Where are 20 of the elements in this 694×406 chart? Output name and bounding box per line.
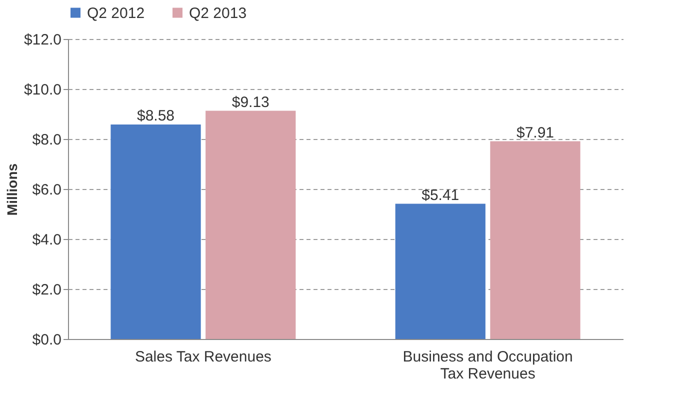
bar (110, 124, 201, 339)
data-label: $7.91 (516, 124, 554, 142)
data-label: $9.13 (232, 94, 270, 111)
legend-label: Q2 2012 (87, 4, 145, 22)
y-tick-label: $0.0 (32, 332, 62, 348)
y-tick-label: $8.0 (32, 132, 62, 148)
y-tick-label: $2.0 (32, 282, 62, 298)
y-axis-title: Millions (4, 163, 20, 216)
y-tick-label: $6.0 (32, 182, 62, 198)
legend-label: Q2 2013 (189, 4, 247, 22)
x-tick-label: Business and Occupation Tax Revenues (402, 348, 573, 382)
bar (206, 110, 296, 339)
bar (395, 204, 486, 339)
bar (490, 141, 580, 339)
data-label: $8.58 (136, 108, 175, 124)
y-tick-label: $4.0 (32, 232, 62, 248)
y-tick-label: $10.0 (24, 82, 62, 98)
x-tick-label: Sales Tax Revenues (134, 348, 272, 366)
y-tick-label: $12.0 (24, 32, 62, 48)
data-label: $5.41 (422, 186, 460, 204)
